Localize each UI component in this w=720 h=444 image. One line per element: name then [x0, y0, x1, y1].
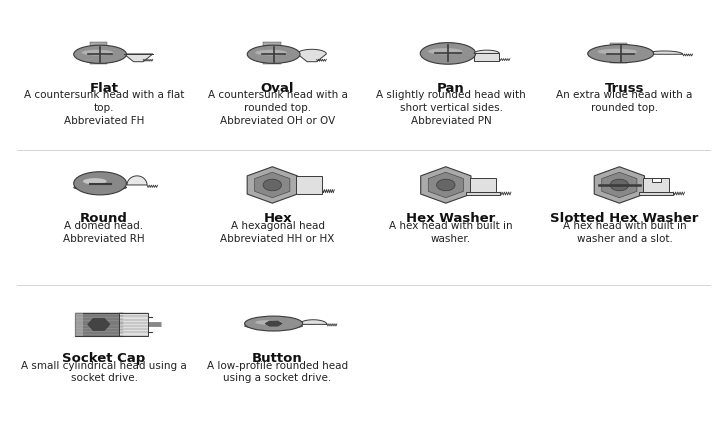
Polygon shape: [91, 173, 107, 177]
Polygon shape: [89, 47, 107, 50]
Polygon shape: [89, 56, 107, 59]
Ellipse shape: [247, 45, 300, 63]
Polygon shape: [124, 54, 153, 62]
Circle shape: [436, 179, 455, 191]
Polygon shape: [296, 176, 323, 194]
Ellipse shape: [588, 44, 654, 63]
Polygon shape: [91, 182, 107, 185]
Polygon shape: [89, 60, 107, 64]
Ellipse shape: [598, 49, 637, 55]
Circle shape: [263, 179, 282, 191]
Polygon shape: [610, 51, 627, 54]
Polygon shape: [91, 190, 107, 193]
Polygon shape: [91, 186, 107, 189]
Polygon shape: [594, 167, 644, 203]
Polygon shape: [127, 176, 147, 185]
Text: Round: Round: [80, 212, 128, 226]
Polygon shape: [88, 318, 110, 330]
Text: A low-profile rounded head
using a socket drive.: A low-profile rounded head using a socke…: [207, 361, 348, 383]
Ellipse shape: [245, 316, 302, 331]
Polygon shape: [466, 192, 500, 195]
Polygon shape: [263, 60, 281, 64]
Text: Hex Washer: Hex Washer: [407, 212, 496, 226]
Polygon shape: [469, 178, 496, 192]
Polygon shape: [263, 42, 281, 46]
Text: A slightly rounded head with
short vertical sides.
Abbreviated PN: A slightly rounded head with short verti…: [377, 91, 526, 126]
Polygon shape: [438, 55, 454, 59]
Polygon shape: [75, 313, 83, 336]
Text: A hex head with built in
washer and a slot.: A hex head with built in washer and a sl…: [563, 221, 686, 244]
Text: A domed head.
Abbreviated RH: A domed head. Abbreviated RH: [63, 221, 145, 244]
Polygon shape: [639, 192, 673, 195]
Text: Hex: Hex: [264, 212, 292, 226]
Ellipse shape: [255, 320, 282, 325]
Text: A countersunk head with a
rounded top.
Abbreviated OH or OV: A countersunk head with a rounded top. A…: [207, 91, 348, 126]
Polygon shape: [263, 52, 281, 55]
Ellipse shape: [428, 48, 462, 55]
Text: Pan: Pan: [437, 82, 465, 95]
Text: Truss: Truss: [605, 82, 644, 95]
Polygon shape: [474, 50, 500, 53]
Polygon shape: [263, 56, 281, 59]
Polygon shape: [474, 53, 500, 60]
Text: A countersunk head with a flat
top.
Abbreviated FH: A countersunk head with a flat top. Abbr…: [24, 91, 184, 126]
Ellipse shape: [73, 172, 127, 195]
Ellipse shape: [420, 43, 476, 64]
Polygon shape: [89, 42, 107, 46]
Polygon shape: [265, 321, 282, 326]
Ellipse shape: [255, 50, 287, 56]
Polygon shape: [247, 167, 297, 203]
Ellipse shape: [73, 185, 127, 190]
Polygon shape: [91, 178, 107, 181]
Polygon shape: [652, 178, 660, 182]
Polygon shape: [300, 320, 327, 325]
Polygon shape: [610, 47, 627, 50]
Ellipse shape: [73, 45, 127, 63]
Polygon shape: [428, 172, 464, 198]
Polygon shape: [263, 47, 281, 50]
Ellipse shape: [81, 50, 113, 56]
Text: Flat: Flat: [89, 82, 119, 95]
Text: A hexagonal head
Abbreviated HH or HX: A hexagonal head Abbreviated HH or HX: [220, 221, 335, 244]
Polygon shape: [610, 43, 627, 46]
Text: A small cylindrical head using a
socket drive.: A small cylindrical head using a socket …: [21, 361, 187, 383]
Polygon shape: [89, 52, 107, 55]
Polygon shape: [438, 43, 454, 46]
Ellipse shape: [245, 324, 302, 329]
Ellipse shape: [83, 178, 107, 184]
Text: Slotted Hex Washer: Slotted Hex Washer: [551, 212, 699, 226]
Text: Socket Cap: Socket Cap: [63, 352, 145, 365]
Text: An extra wide head with a
rounded top.: An extra wide head with a rounded top.: [557, 91, 693, 113]
Polygon shape: [438, 47, 454, 50]
Polygon shape: [643, 178, 670, 192]
Polygon shape: [255, 172, 290, 198]
Polygon shape: [610, 59, 627, 63]
Circle shape: [610, 179, 629, 191]
Polygon shape: [438, 51, 454, 54]
Polygon shape: [75, 313, 122, 336]
Polygon shape: [420, 167, 471, 203]
Polygon shape: [646, 51, 683, 54]
Text: Button: Button: [252, 352, 303, 365]
Polygon shape: [119, 313, 148, 336]
Polygon shape: [438, 59, 454, 63]
Polygon shape: [610, 55, 627, 59]
Polygon shape: [602, 172, 637, 198]
Text: A hex head with built in
washer.: A hex head with built in washer.: [390, 221, 513, 244]
Text: Oval: Oval: [261, 82, 294, 95]
Polygon shape: [297, 49, 326, 62]
